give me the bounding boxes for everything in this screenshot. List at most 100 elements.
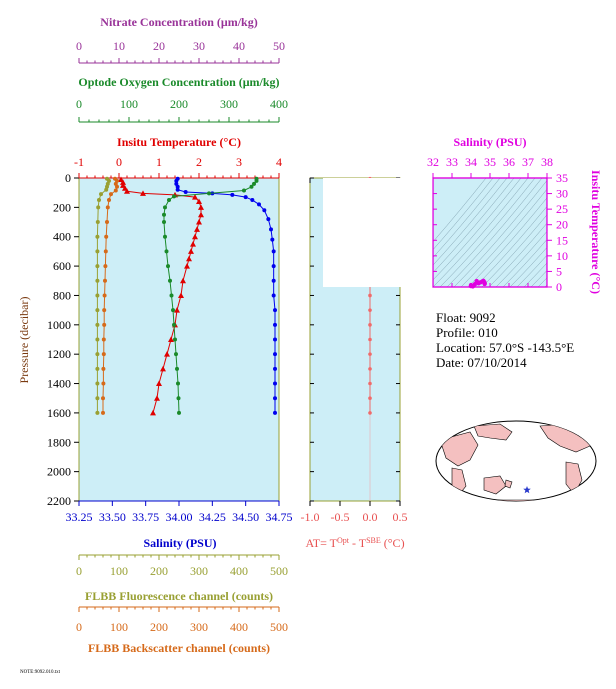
ts-point xyxy=(474,278,479,284)
temperature-point xyxy=(198,204,204,210)
temperature-point xyxy=(178,292,184,298)
fluorescence-tick-label: 300 xyxy=(190,564,208,578)
backscatter-point xyxy=(102,308,107,313)
pressure-tick-label: 0 xyxy=(65,171,71,185)
ts-y-tick-label: 0 xyxy=(556,280,562,294)
landmass xyxy=(483,475,507,495)
backscatter-point xyxy=(103,278,107,283)
delta-point xyxy=(368,308,372,312)
oxygen-point xyxy=(207,191,211,196)
salinity-tick-label: 34.75 xyxy=(266,510,293,524)
fluorescence-point xyxy=(95,220,100,225)
salinity-point xyxy=(273,410,277,415)
temperature-tick-label: 2 xyxy=(196,155,202,169)
salinity-point xyxy=(262,208,267,213)
ts-x-tick-label: 35 xyxy=(484,155,496,169)
temperature-tick-label: 0 xyxy=(116,155,122,169)
salinity-point xyxy=(175,187,180,192)
ts-title: Salinity (PSU) xyxy=(453,135,526,149)
pressure-axis-label: Pressure (decibar) xyxy=(17,297,31,384)
pressure-tick-label: 400 xyxy=(53,230,71,244)
nitrate-axis-label: Nitrate Concentration (μm/kg) xyxy=(100,15,257,29)
salinity-point xyxy=(271,264,276,269)
oxygen-point xyxy=(254,178,259,183)
ts-x-tick-label: 36 xyxy=(503,155,515,169)
oxygen-point xyxy=(172,194,176,199)
fluorescence-point xyxy=(95,308,100,313)
oxygen-tick-label: 200 xyxy=(170,97,188,111)
salinity-point xyxy=(273,396,277,401)
oxygen-point xyxy=(163,234,167,239)
ts-points xyxy=(468,278,487,289)
temperature-point xyxy=(184,263,190,269)
fluorescence-point xyxy=(95,264,100,269)
salinity-point xyxy=(273,322,277,327)
delta-point xyxy=(368,367,372,371)
delta-point xyxy=(368,381,372,386)
nitrate-tick-label: 40 xyxy=(233,39,245,53)
salinity-axis-label: Salinity (PSU) xyxy=(143,536,216,550)
temperature-tick-label: 1 xyxy=(156,155,162,169)
world-map xyxy=(435,420,597,502)
temperature-point xyxy=(140,190,146,196)
backscatter-point xyxy=(102,322,107,327)
ts-y-tick-label: 30 xyxy=(556,187,568,201)
fluorescence-point xyxy=(95,396,100,401)
fluorescence-point xyxy=(95,381,100,386)
salinity-point xyxy=(257,202,261,207)
ts-mask-left xyxy=(323,178,433,287)
backscatter-point xyxy=(101,381,106,386)
oxygen-point xyxy=(164,249,169,254)
oxygen-point xyxy=(176,381,180,386)
oxygen-tick-label: 300 xyxy=(220,97,238,111)
backscatter-tick-label: 400 xyxy=(230,620,248,634)
ts-y-axis-label: Insitu Temperature (°C) xyxy=(589,170,603,294)
fluorescence-tick-label: 100 xyxy=(110,564,128,578)
ts-point xyxy=(482,281,487,287)
delta-axis-label: AT= TOpt - TSBE (°C) xyxy=(305,536,404,551)
delta-point xyxy=(368,352,372,356)
density-contour xyxy=(453,177,550,288)
salinity-point xyxy=(271,249,276,254)
ts-y-tick-label: 10 xyxy=(556,249,568,263)
backscatter-point xyxy=(101,366,106,371)
temperature-point xyxy=(186,255,192,262)
ts-x-tick-label: 34 xyxy=(465,155,477,169)
temperature-point xyxy=(174,307,180,313)
oxygen-tick-label: 0 xyxy=(76,97,82,111)
oxygen-point xyxy=(176,396,181,401)
fluorescence-point xyxy=(95,410,100,415)
salinity-point xyxy=(243,195,248,200)
float-id: Float: 9092 xyxy=(436,310,496,325)
ts-mask-right xyxy=(547,178,616,287)
ts-x-tick-label: 38 xyxy=(541,155,553,169)
fluorescence-point xyxy=(95,366,100,371)
float-info: Float: 9092 Profile: 010 Location: 57.0°… xyxy=(436,310,574,370)
pressure-tick-label: 1200 xyxy=(47,347,71,361)
landmass xyxy=(504,479,513,489)
backscatter-point xyxy=(113,188,118,193)
nitrate-tick-label: 50 xyxy=(273,39,285,53)
backscatter-point xyxy=(103,249,108,254)
temperature-axis-label: Insitu Temperature (°C) xyxy=(117,135,241,149)
temperature-series xyxy=(118,176,204,416)
temperature-series-line xyxy=(120,179,202,414)
ts-x-tick-label: 33 xyxy=(446,155,458,169)
nitrate-tick-label: 10 xyxy=(113,39,125,53)
fluorescence-series xyxy=(95,176,111,415)
backscatter-tick-label: 300 xyxy=(190,620,208,634)
backscatter-point xyxy=(101,352,106,357)
fluorescence-point xyxy=(95,278,100,283)
oxygen-point xyxy=(173,337,177,342)
landmass xyxy=(473,423,513,441)
temperature-point xyxy=(150,409,156,416)
oxygen-point xyxy=(249,184,254,189)
salinity-point xyxy=(250,198,255,203)
main-plot-background xyxy=(79,178,279,501)
salinity-point xyxy=(269,227,273,232)
backscatter-point xyxy=(105,205,110,210)
profile-number: Profile: 010 xyxy=(436,325,498,340)
oxygen-point xyxy=(177,410,181,415)
salinity-point xyxy=(266,217,271,222)
temperature-point xyxy=(192,233,198,240)
